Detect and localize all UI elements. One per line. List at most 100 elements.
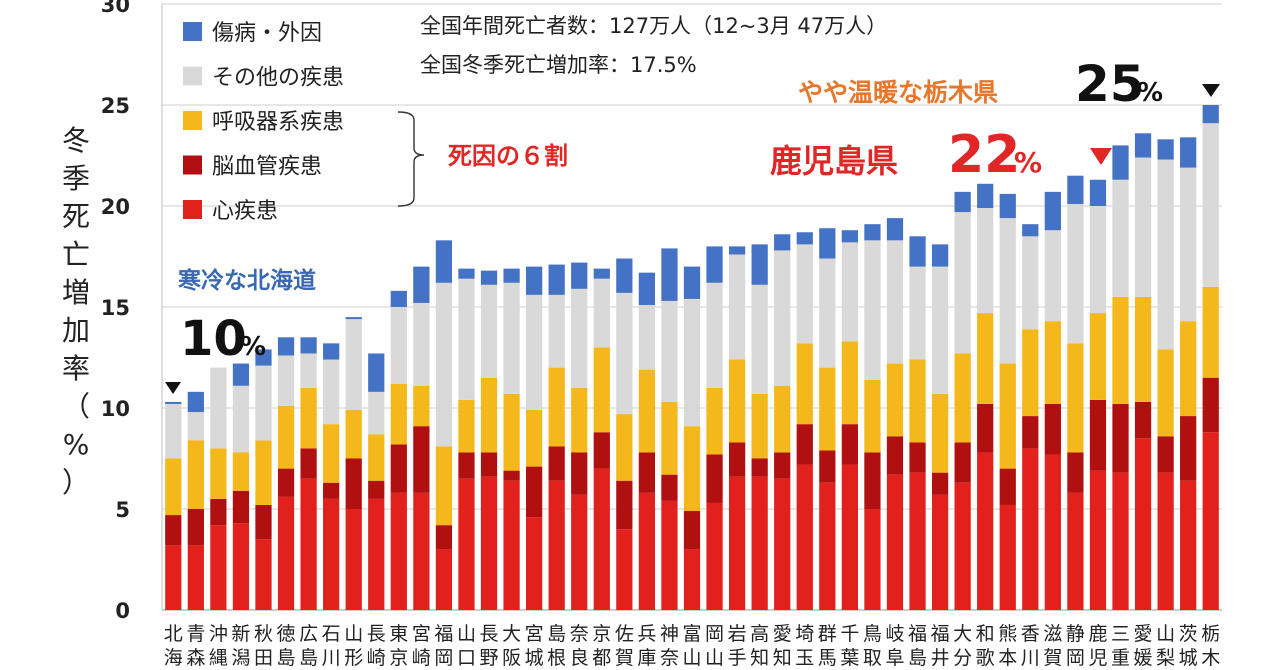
bar-segment	[1134, 133, 1152, 158]
bar-segment	[345, 319, 362, 411]
bar-segment	[1112, 296, 1129, 404]
bar-segment	[480, 284, 498, 378]
bar-segment	[390, 444, 407, 493]
bar-segment	[819, 228, 836, 259]
bar-segment	[300, 448, 317, 479]
bar-segment	[1134, 438, 1152, 610]
bar-segment	[706, 387, 723, 455]
y-tick-label: 5	[115, 498, 130, 522]
x-tick-label: 阜	[885, 647, 904, 669]
bar-segment	[1202, 105, 1219, 124]
bar-segment	[999, 363, 1016, 469]
bar-segment	[300, 478, 317, 610]
y-axis-label-char: 季	[62, 162, 90, 195]
legend-label: 脳血管疾患	[212, 155, 322, 180]
x-tick-label: 崎	[412, 647, 431, 669]
info-line-2: 全国冬季死亡増加率：17.5%	[420, 53, 697, 77]
bar-segment	[841, 242, 858, 342]
bar-segment	[728, 246, 746, 255]
bar-segment	[413, 266, 430, 303]
bar-segment	[1202, 377, 1219, 433]
bar-segment	[864, 452, 881, 509]
bar-segment	[1157, 139, 1174, 160]
y-tick-label: 15	[101, 296, 130, 320]
bar-segment	[1157, 159, 1174, 350]
bar-segment	[165, 401, 182, 404]
x-tick-label: 城	[1179, 647, 1198, 669]
hokkaido-value: 10	[180, 311, 247, 367]
bar-segment	[480, 452, 498, 477]
x-tick-label: 潟	[231, 647, 250, 669]
bar-segment	[165, 515, 182, 546]
bar-segment	[187, 391, 204, 413]
x-tick-label: 重	[1111, 647, 1130, 669]
x-tick-label: 奈	[660, 647, 679, 669]
bar-segment	[255, 440, 272, 505]
bar-segment	[210, 498, 227, 526]
bar-segment	[300, 337, 317, 354]
bar-segment	[390, 290, 407, 307]
bar-segment	[503, 268, 520, 283]
bar-segment	[886, 474, 904, 610]
x-tick-label: 岡	[434, 647, 453, 669]
y-axis-label-char: 率	[62, 352, 90, 385]
x-tick-label: 縄	[209, 647, 228, 669]
x-tick-label: 新	[231, 623, 250, 645]
bar-segment	[931, 393, 949, 473]
bar-segment	[435, 446, 453, 526]
bar-segment	[796, 232, 813, 245]
bar-segment	[638, 272, 656, 305]
tochigi-label: やや温暖な栃木県	[798, 78, 998, 107]
x-tick-label: 福	[434, 623, 453, 645]
bar-segment	[977, 183, 994, 209]
bar-segment	[368, 498, 385, 610]
bar-segment	[954, 353, 971, 443]
bar-segment	[706, 502, 723, 610]
x-tick-label: 宮	[412, 623, 431, 645]
bar-segment	[886, 218, 904, 241]
bar-segment	[909, 442, 926, 473]
bar-segment	[526, 294, 543, 411]
x-tick-label: 葉	[840, 647, 859, 669]
bar-segment	[593, 432, 610, 469]
bar-segment	[1044, 454, 1061, 610]
bar-segment	[458, 478, 475, 610]
x-tick-label: 知	[750, 647, 769, 669]
bar-segment	[931, 244, 949, 267]
x-tick-label: 石	[322, 623, 341, 645]
x-tick-label: 栃	[1201, 623, 1220, 645]
bar-segment	[977, 208, 994, 314]
x-tick-label: 馬	[818, 647, 837, 669]
x-tick-label: 森	[186, 647, 205, 669]
bar-segment	[819, 450, 836, 483]
bar-segment	[571, 262, 588, 289]
x-tick-label: 山	[1156, 623, 1175, 645]
bar-segment	[1202, 286, 1219, 378]
bar-segment	[526, 466, 543, 518]
x-tick-label: 庫	[637, 647, 656, 669]
bar-segment	[616, 292, 633, 415]
bar-segment	[683, 426, 701, 512]
bar-segment	[661, 248, 678, 301]
bar-segment	[593, 347, 610, 433]
y-tick-label: 20	[101, 195, 130, 219]
legend-label: その他の疾患	[212, 66, 344, 91]
x-tick-label: 都	[592, 647, 611, 669]
x-tick-label: 川	[1021, 647, 1040, 669]
tochigi-value: 25	[1075, 55, 1145, 113]
bar-segment	[255, 349, 272, 366]
bar-segment	[1044, 191, 1061, 231]
bar-segment	[909, 359, 926, 443]
bar-segment	[796, 244, 813, 344]
x-tick-label: 歌	[976, 647, 995, 669]
bar-segment	[864, 224, 881, 241]
bar-segment	[390, 383, 407, 445]
bar-segment	[323, 482, 340, 499]
bar-segment	[1022, 224, 1039, 237]
bar-segment	[548, 294, 565, 368]
y-tick-label: 0	[115, 599, 130, 623]
bar-segment	[255, 504, 272, 540]
legend-label: 傷病・外因	[212, 21, 322, 46]
bar-segment	[323, 424, 340, 483]
x-tick-label: 千	[840, 623, 859, 645]
